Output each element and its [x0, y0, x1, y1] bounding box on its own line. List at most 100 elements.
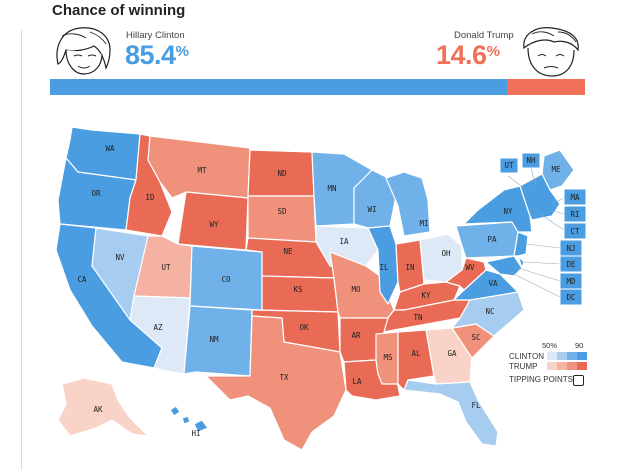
- box-nh-label: NH: [526, 156, 536, 165]
- label-me: ME: [551, 165, 561, 174]
- box-ct-label: CT: [570, 227, 580, 236]
- clinton-percent-value: 85.4: [125, 40, 176, 70]
- label-va: VA: [488, 279, 498, 288]
- label-nv: NV: [115, 253, 125, 262]
- label-al: AL: [411, 349, 421, 358]
- trump-probability-bar: [507, 79, 585, 95]
- legend-clinton-swatch: [577, 352, 587, 360]
- state-md[interactable]: [485, 255, 523, 277]
- legend-scale-low: 50%: [542, 341, 558, 350]
- state-fl[interactable]: [403, 379, 499, 447]
- label-tn: TN: [413, 313, 422, 322]
- legend-clinton-swatch: [567, 352, 577, 360]
- state-nm[interactable]: [183, 305, 253, 377]
- trump-name: Donald Trump: [454, 30, 514, 41]
- label-mt: MT: [197, 166, 207, 175]
- label-ga: GA: [447, 349, 457, 358]
- box-nj-label: NJ: [566, 244, 575, 253]
- label-ca: CA: [77, 275, 87, 284]
- label-ak: AK: [93, 405, 103, 414]
- trump-percent: 14.6%: [436, 40, 500, 71]
- legend-trump-swatch: [567, 362, 577, 370]
- box-ma-label: MA: [570, 193, 580, 202]
- state-wv[interactable]: [445, 257, 487, 291]
- label-sc: SC: [471, 333, 480, 342]
- state-new-england[interactable]: [519, 173, 561, 221]
- state-nj[interactable]: [513, 231, 529, 257]
- label-ia: IA: [339, 237, 349, 246]
- trump-percent-value: 14.6: [436, 40, 487, 70]
- label-ne: NE: [283, 247, 293, 256]
- state-de[interactable]: [517, 255, 525, 269]
- box-dc-label: DC: [566, 293, 575, 302]
- box-dc[interactable]: [559, 288, 583, 306]
- state-tx[interactable]: [205, 315, 347, 451]
- box-ri-label: RI: [570, 210, 579, 219]
- label-mn: MN: [327, 184, 336, 193]
- legend-trump-label: TRUMP: [509, 362, 538, 371]
- label-wa: WA: [105, 144, 115, 153]
- label-wy: WY: [209, 220, 219, 229]
- label-mo: MO: [351, 285, 361, 294]
- label-ky: KY: [421, 291, 431, 300]
- label-co: CO: [221, 275, 231, 284]
- label-nd: ND: [277, 169, 287, 178]
- label-ar: AR: [351, 331, 361, 340]
- label-in: IN: [405, 263, 414, 272]
- clinton-percent: 85.4%: [125, 40, 189, 71]
- clinton-portrait-icon: [56, 27, 111, 75]
- label-or: OR: [91, 189, 101, 198]
- label-az: AZ: [153, 323, 163, 332]
- clinton-probability-bar: [50, 79, 507, 95]
- page-title: Chance of winning: [52, 2, 186, 19]
- label-nc: NC: [485, 307, 494, 316]
- label-fl: FL: [471, 401, 481, 410]
- label-tx: TX: [279, 373, 289, 382]
- trump-percent-sign: %: [486, 43, 500, 60]
- left-divider: [21, 30, 22, 470]
- legend-trump-swatch: [547, 362, 557, 370]
- label-il: IL: [379, 263, 389, 272]
- box-vt-label: UT: [504, 161, 514, 170]
- state-ks[interactable]: [261, 275, 339, 313]
- label-ks: KS: [293, 285, 303, 294]
- label-wv: WV: [465, 263, 475, 272]
- label-ny: NY: [503, 207, 513, 216]
- label-id: ID: [145, 193, 155, 202]
- legend-trump-swatch: [557, 362, 567, 370]
- box-nh[interactable]: [521, 152, 541, 169]
- label-ok: OK: [299, 323, 309, 332]
- legend-trump-swatch: [577, 362, 587, 370]
- box-ma[interactable]: [563, 188, 587, 206]
- box-ri[interactable]: [563, 205, 587, 223]
- label-nm: NM: [209, 335, 219, 344]
- clinton-name: Hillary Clinton: [126, 30, 185, 41]
- label-wi: WI: [367, 205, 376, 214]
- state-il[interactable]: [367, 225, 399, 305]
- box-de[interactable]: [559, 255, 583, 273]
- box-md-label: MD: [566, 277, 576, 286]
- legend-clinton-label: CLINTON: [509, 352, 544, 361]
- state-sd[interactable]: [247, 195, 317, 243]
- legend-scale-high: 90: [575, 341, 584, 350]
- clinton-percent-sign: %: [175, 43, 189, 60]
- legend-clinton-swatch: [557, 352, 567, 360]
- label-ms: MS: [383, 353, 393, 362]
- label-sd: SD: [277, 207, 287, 216]
- tipping-point-symbol: [573, 375, 584, 386]
- box-de-label: DE: [566, 260, 576, 269]
- state-hi[interactable]: [169, 405, 209, 433]
- label-ut: UT: [161, 263, 171, 272]
- label-mi: MI: [419, 219, 428, 228]
- box-ct[interactable]: [563, 222, 587, 240]
- box-vt[interactable]: [499, 157, 519, 174]
- state-ak[interactable]: [57, 377, 149, 437]
- state-wi[interactable]: [353, 169, 397, 229]
- trump-portrait-icon: [523, 27, 579, 77]
- label-hi: HI: [191, 429, 200, 438]
- label-la: LA: [352, 377, 362, 386]
- legend-tipping-label: TIPPING POINTS: [509, 375, 574, 384]
- state-mi[interactable]: [385, 171, 431, 237]
- label-oh: OH: [441, 249, 451, 258]
